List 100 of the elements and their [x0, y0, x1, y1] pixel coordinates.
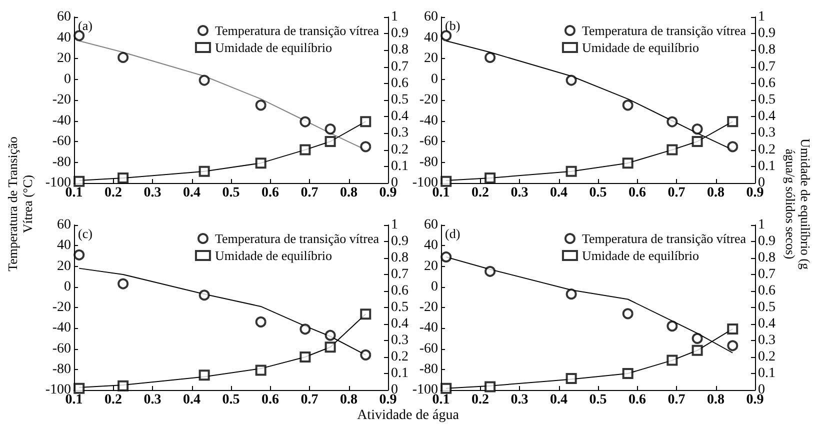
point	[692, 124, 703, 135]
x-tick-label: 0.3	[144, 392, 162, 408]
x-tick-label: 0.2	[104, 186, 122, 200]
y2-tick-label: 0.5	[758, 300, 776, 315]
x-axis-title: Atividade de água	[356, 408, 460, 423]
x-tick-label: 0.3	[144, 186, 162, 200]
point	[622, 368, 634, 379]
y2-tick-label: 0.7	[391, 59, 408, 74]
y-tick-label: -40	[52, 320, 71, 336]
x-tick-label: 0.7	[668, 392, 686, 408]
x-tick-label: 0.9	[379, 392, 397, 408]
x-tick-label: 0.1	[432, 186, 450, 200]
point	[300, 352, 311, 362]
y-tick-label: 20	[57, 51, 71, 66]
point	[440, 176, 452, 187]
x-tick-label: 0.4	[550, 392, 568, 408]
point	[727, 340, 738, 352]
point	[727, 323, 738, 334]
point	[666, 144, 678, 156]
point	[484, 381, 496, 392]
y-tick-label: 20	[424, 258, 438, 274]
annotation: (a)	[78, 18, 92, 33]
point	[198, 370, 210, 381]
y-tick-label: 40	[424, 30, 438, 46]
point	[300, 324, 311, 335]
point	[666, 116, 678, 128]
x-tick-label: 0.8	[340, 392, 358, 408]
y-tick-label: 20	[57, 258, 71, 274]
y2-tick-label: 0.2	[758, 350, 776, 364]
legend-label: Temperatura de transição vítrea	[582, 231, 746, 246]
point	[622, 100, 634, 111]
y-tick-label: -20	[419, 92, 438, 108]
y-tick-label: 60	[57, 10, 71, 24]
x-tick-label: 0.5	[222, 392, 240, 408]
y2-tick-label: 0.6	[391, 284, 408, 298]
point	[198, 166, 210, 177]
legend-label: Temperatura de transição vítrea	[214, 231, 380, 246]
point	[666, 354, 678, 366]
y-tick-label: 60	[57, 218, 71, 232]
y2-tick-label: 0.4	[391, 316, 408, 332]
point	[566, 74, 577, 86]
y-tick-label: -80	[52, 154, 71, 170]
point	[566, 372, 577, 384]
y2-tick-label: 0.9	[391, 26, 408, 42]
x-tick-label: 0.8	[707, 392, 724, 408]
point	[360, 349, 372, 360]
y2-tick-label: 1	[391, 218, 398, 232]
y2-tick-label: 0.4	[758, 109, 776, 124]
x-tick-label: 0.8	[340, 186, 358, 200]
y2-tick-label: 0.1	[391, 158, 408, 174]
y-tick-label: 0	[431, 279, 438, 294]
point	[118, 380, 129, 392]
point	[360, 116, 372, 128]
point	[198, 290, 210, 301]
point	[440, 382, 452, 394]
y-tick-label: 60	[424, 218, 438, 232]
y2-tick-label: 0.9	[758, 234, 776, 249]
point	[300, 144, 311, 156]
y2-tick-label: 0.4	[758, 316, 776, 332]
x-tick-label: 0.5	[589, 392, 607, 408]
y2-tick-label: 0.8	[758, 42, 776, 58]
point	[74, 176, 85, 187]
x-tick-label: 0.2	[104, 392, 122, 408]
y2-tick-label: 0.3	[758, 333, 776, 348]
x-tick-label: 0.2	[472, 392, 489, 408]
x-tick-label: 0.4	[183, 186, 200, 200]
point	[324, 342, 336, 353]
y2-tick-label: 0.5	[391, 92, 408, 108]
x-tick-label: 0.4	[183, 392, 200, 408]
y2-tick-label: 0.8	[758, 250, 776, 266]
x-tick-label: 0.6	[262, 186, 279, 200]
y2-tick-label: 0.9	[758, 26, 776, 42]
annotation: (d)	[445, 226, 460, 241]
y2-tick-label: 0.2	[391, 142, 408, 158]
y2-tick-label: 0.7	[758, 267, 776, 282]
y2-tick-label: 0.8	[391, 42, 408, 58]
point	[727, 141, 738, 152]
point	[324, 136, 336, 147]
y-axis-title: Temperatura de Transição Vítrea (°C)	[5, 136, 35, 272]
point	[727, 116, 738, 128]
y2-tick-label: 0.5	[758, 92, 776, 108]
y-tick-label: -80	[419, 362, 438, 377]
annotation: (c)	[78, 226, 92, 241]
x-tick-label: 0.1	[432, 392, 450, 408]
y2-tick-label: 0.5	[391, 300, 408, 315]
x-tick-label: 0.3	[510, 392, 528, 408]
point	[198, 74, 210, 86]
y2-tick-label: 0.2	[758, 142, 776, 158]
y-tick-label: 40	[424, 238, 438, 254]
point	[666, 320, 678, 332]
y2-tick-label: 1	[758, 10, 765, 24]
point	[324, 124, 336, 135]
y-tick-label: 0	[431, 72, 438, 87]
point	[484, 266, 496, 277]
y-tick-label: -20	[52, 92, 71, 108]
y-tick-label: 60	[424, 10, 438, 24]
y-tick-label: 40	[57, 238, 71, 254]
point	[360, 141, 372, 152]
x-tick-label: 0.9	[379, 186, 397, 200]
x-tick-label: 0.9	[746, 186, 764, 200]
